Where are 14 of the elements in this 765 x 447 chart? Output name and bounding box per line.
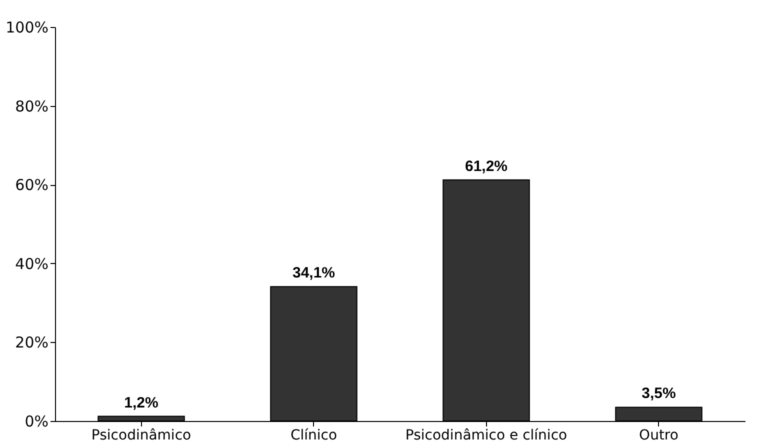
y-tick-label: 20% [15,334,48,352]
data-label: 1,2% [124,394,158,412]
data-label: 61,2% [464,158,508,175]
y-tick-label: 100% [6,18,48,36]
y-tick-label: 60% [15,176,48,194]
x-tick-label: Psicodinâmico e clínico [405,428,568,444]
x-tick-label: Outro [639,428,678,444]
data-label: 3,5% [642,385,676,402]
x-tick-label: Clínico [290,428,338,444]
y-tick-label: 80% [15,97,48,116]
y-tick-label: 0% [24,412,48,430]
y-tick-label: 40% [15,254,48,273]
x-tick-label: Psicodinâmico [91,428,192,444]
data-label: 34,1% [292,264,336,282]
